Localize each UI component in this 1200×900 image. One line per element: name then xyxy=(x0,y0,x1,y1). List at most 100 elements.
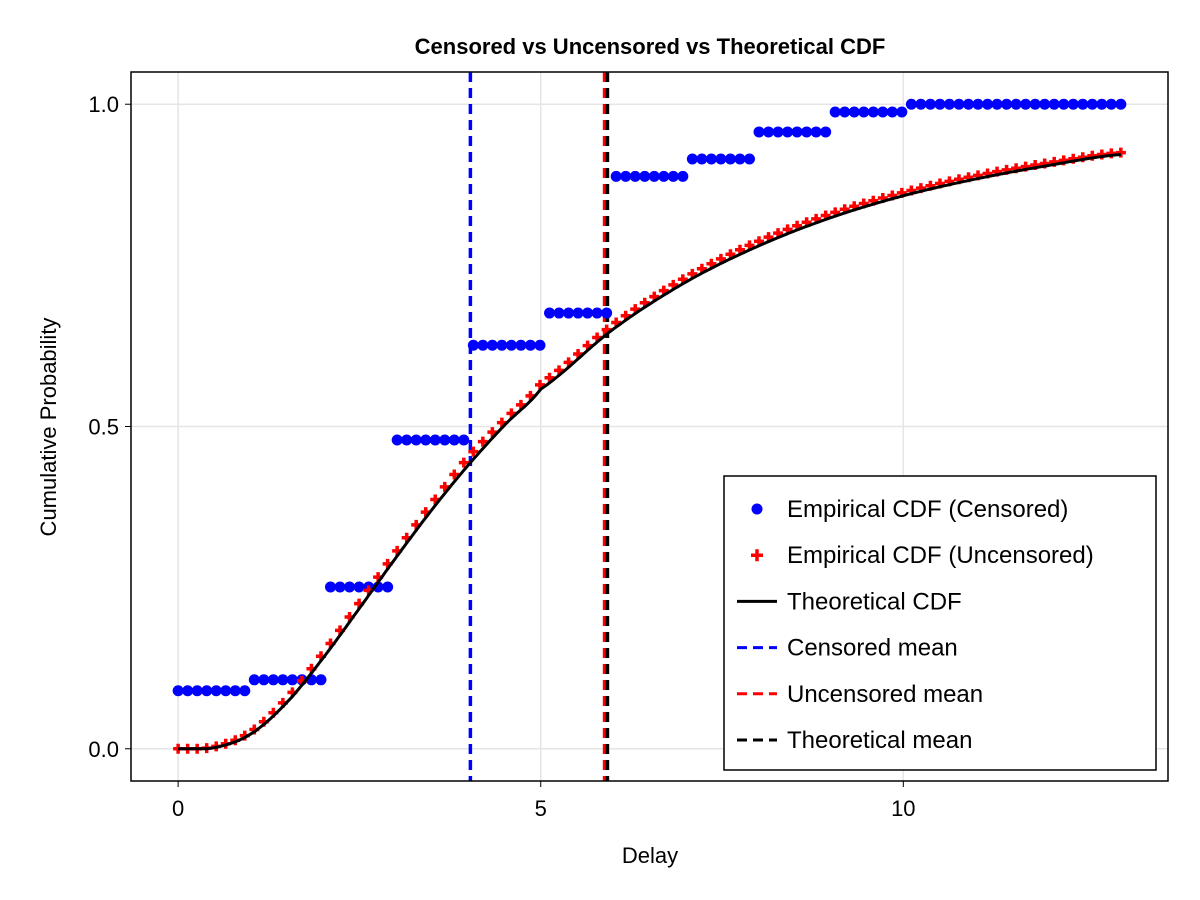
censored-point xyxy=(743,153,755,165)
censored-point xyxy=(943,98,955,110)
censored-point xyxy=(658,170,670,182)
censored-point xyxy=(953,98,965,110)
y-axis-label: Cumulative Probability xyxy=(36,318,61,537)
censored-point xyxy=(1067,98,1079,110)
censored-point xyxy=(1096,98,1108,110)
censored-point xyxy=(401,434,413,446)
censored-point xyxy=(1048,98,1060,110)
censored-point xyxy=(1086,98,1098,110)
censored-point xyxy=(620,170,632,182)
censored-point xyxy=(1010,98,1022,110)
censored-point xyxy=(382,581,394,593)
censored-point xyxy=(801,126,813,138)
censored-point xyxy=(763,126,775,138)
censored-point xyxy=(715,153,727,165)
x-tick-label: 5 xyxy=(535,796,547,821)
censored-point xyxy=(829,106,841,118)
y-tick-label: 1.0 xyxy=(88,92,119,117)
censored-point xyxy=(924,98,936,110)
legend-marker-circle xyxy=(751,503,763,515)
censored-point xyxy=(353,581,365,593)
censored-point xyxy=(1077,98,1089,110)
censored-point xyxy=(1115,98,1127,110)
chart-title: Censored vs Uncensored vs Theoretical CD… xyxy=(415,34,886,59)
x-axis-label: Delay xyxy=(622,843,678,868)
y-tick-label: 0.0 xyxy=(88,737,119,762)
censored-point xyxy=(724,153,736,165)
censored-point xyxy=(601,307,613,319)
legend-label: Empirical CDF (Censored) xyxy=(787,496,1068,523)
censored-point xyxy=(496,339,508,351)
censored-point xyxy=(610,170,622,182)
censored-point xyxy=(820,126,832,138)
censored-point xyxy=(229,685,241,697)
theoretical-cdf-line xyxy=(178,153,1122,751)
legend-label: Uncensored mean xyxy=(787,681,983,708)
legend-label: Empirical CDF (Uncensored) xyxy=(787,542,1094,569)
censored-point xyxy=(391,434,403,446)
censored-point xyxy=(1058,98,1070,110)
legend-marker-cross xyxy=(751,549,763,562)
censored-point xyxy=(467,339,479,351)
censored-point xyxy=(524,339,536,351)
censored-point xyxy=(220,685,232,697)
censored-point xyxy=(886,106,898,118)
censored-point xyxy=(267,674,279,686)
y-tick-label: 0.5 xyxy=(88,415,119,440)
censored-point xyxy=(686,153,698,165)
censored-point xyxy=(534,339,546,351)
censored-point xyxy=(505,339,517,351)
censored-point xyxy=(448,434,460,446)
censored-point xyxy=(191,685,203,697)
censored-point xyxy=(639,170,651,182)
censored-point xyxy=(258,674,270,686)
x-tick-label: 0 xyxy=(172,796,184,821)
censored-point xyxy=(753,126,765,138)
censored-point xyxy=(182,685,194,697)
legend-label: Censored mean xyxy=(787,635,958,662)
censored-point xyxy=(420,434,432,446)
uncensored-point xyxy=(468,446,479,457)
censored-point xyxy=(877,106,889,118)
censored-point xyxy=(848,106,860,118)
censored-point xyxy=(315,674,327,686)
censored-point xyxy=(591,307,603,319)
plot-frame xyxy=(130,71,1169,782)
censored-point xyxy=(734,153,746,165)
censored-point xyxy=(544,307,556,319)
censored-point xyxy=(439,434,451,446)
censored-point xyxy=(572,307,584,319)
censored-point xyxy=(696,153,708,165)
censored-point xyxy=(458,434,470,446)
censored-point xyxy=(982,98,994,110)
censored-point xyxy=(896,106,908,118)
uncensored-point xyxy=(458,457,469,468)
censored-point xyxy=(972,98,984,110)
censored-point xyxy=(677,170,689,182)
censored-point xyxy=(429,434,441,446)
censored-point xyxy=(563,307,575,319)
censored-point xyxy=(810,126,822,138)
censored-point xyxy=(324,581,336,593)
censored-point xyxy=(410,434,422,446)
censored-point xyxy=(667,170,679,182)
censored-point xyxy=(934,98,946,110)
censored-point xyxy=(515,339,527,351)
censored-point xyxy=(905,98,917,110)
uncensored-point xyxy=(439,481,450,492)
censored-point xyxy=(991,98,1003,110)
legend-label: Theoretical CDF xyxy=(787,588,962,615)
censored-point xyxy=(277,674,289,686)
legend-label: Theoretical mean xyxy=(787,727,972,754)
censored-point xyxy=(582,307,594,319)
censored-point xyxy=(334,581,346,593)
censored-point xyxy=(782,126,794,138)
censored-point xyxy=(867,106,879,118)
censored-point xyxy=(286,674,298,686)
x-tick-label: 10 xyxy=(891,796,915,821)
censored-point xyxy=(344,581,356,593)
legend-box xyxy=(723,475,1157,771)
censored-point xyxy=(1029,98,1041,110)
censored-point xyxy=(791,126,803,138)
censored-point xyxy=(915,98,927,110)
